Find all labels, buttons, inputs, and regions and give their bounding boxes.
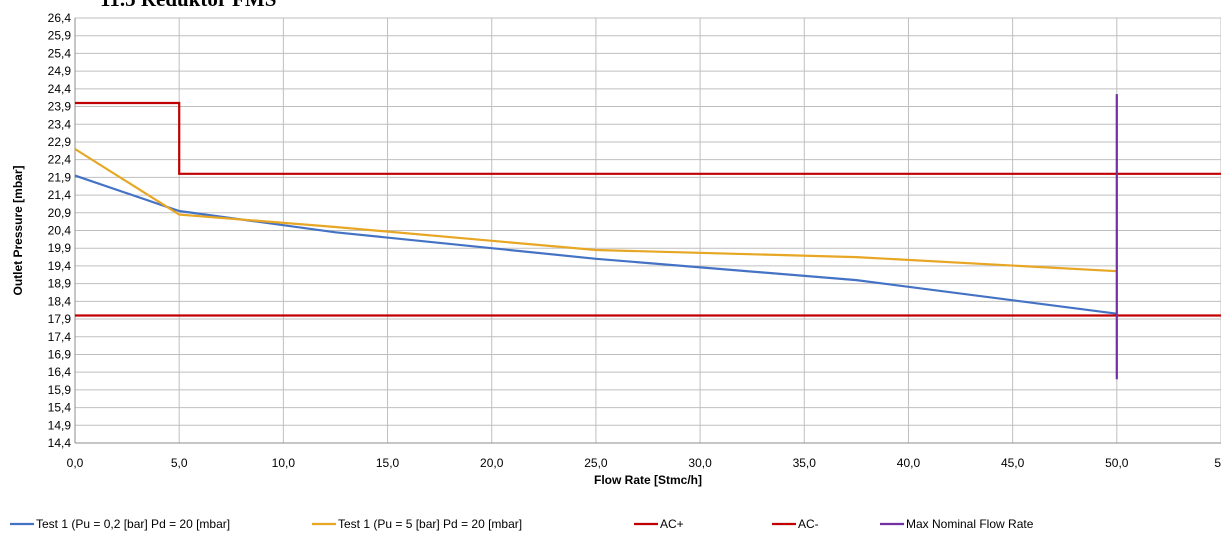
legend-label: Max Nominal Flow Rate — [906, 517, 1034, 531]
y-tick-label: 24,4 — [48, 82, 72, 96]
legend-label: Test 1 (Pu = 5 [bar] Pd = 20 [mbar] — [338, 517, 522, 531]
x-tick-label: 35,0 — [793, 456, 817, 470]
x-tick-label: 20,0 — [480, 456, 504, 470]
y-axis-title: Outlet Pressure [mbar] — [11, 165, 25, 295]
series-line-ac — [75, 101, 1221, 175]
y-tick-label: 25,4 — [48, 46, 72, 60]
y-tick-label: 21,9 — [48, 170, 72, 184]
page-title: 11.5 Reduktor FMS — [100, 0, 276, 12]
x-tick-label: 0,0 — [67, 456, 84, 470]
y-tick-label: 15,9 — [48, 383, 72, 397]
x-tick-label: 55 — [1214, 456, 1221, 470]
x-tick-label: 40,0 — [897, 456, 921, 470]
y-tick-label: 26,4 — [48, 11, 72, 25]
tick-labels: 26,4 25,9 25,4 24,9 24,4 23,9 23,4 22,9 22,4 21,9… — [48, 11, 1221, 470]
y-tick-label: 22,4 — [48, 153, 72, 167]
y-tick-label: 18,4 — [48, 294, 72, 308]
x-tick-label: 30,0 — [688, 456, 712, 470]
y-tick-label: 24,9 — [48, 64, 72, 78]
x-tick-label: 5,0 — [171, 456, 188, 470]
y-tick-label: 15,4 — [48, 401, 72, 415]
legend-label: Test 1 (Pu = 0,2 [bar] Pd = 20 [mbar] — [36, 517, 230, 531]
series — [74, 94, 1221, 380]
y-tick-label: 14,9 — [48, 418, 72, 432]
series-line-test-1-pu-5-bar-pd-20-mbar — [74, 148, 1117, 273]
y-tick-label: 16,9 — [48, 347, 72, 361]
y-tick-label: 18,9 — [48, 277, 72, 291]
y-tick-label: 20,4 — [48, 224, 72, 238]
y-tick-label: 23,9 — [48, 100, 72, 114]
legend-label: AC+ — [660, 517, 684, 531]
series-line-test-1-pu-0-2-bar-pd-20-mbar — [74, 174, 1117, 315]
x-tick-label: 45,0 — [1001, 456, 1025, 470]
y-tick-label: 21,4 — [48, 188, 72, 202]
y-tick-label: 19,9 — [48, 241, 72, 255]
y-tick-label: 17,9 — [48, 312, 72, 326]
y-tick-label: 20,9 — [48, 206, 72, 220]
y-tick-label: 23,4 — [48, 117, 72, 131]
x-axis-title: Flow Rate [Stmc/h] — [594, 473, 702, 487]
x-tick-label: 15,0 — [376, 456, 400, 470]
x-tick-label: 50,0 — [1105, 456, 1129, 470]
legend: Test 1 (Pu = 0,2 [bar] Pd = 20 [mbar] Tes… — [10, 517, 1034, 531]
y-tick-label: 25,9 — [48, 29, 72, 43]
y-tick-label: 22,9 — [48, 135, 72, 149]
x-tick-label: 10,0 — [272, 456, 296, 470]
y-tick-label: 14,4 — [48, 436, 72, 450]
y-tick-label: 16,4 — [48, 365, 72, 379]
legend-label: AC- — [798, 517, 819, 531]
x-tick-label: 25,0 — [584, 456, 608, 470]
y-tick-label: 17,4 — [48, 330, 72, 344]
grid — [74, 17, 1221, 444]
y-tick-label: 19,4 — [48, 259, 72, 273]
